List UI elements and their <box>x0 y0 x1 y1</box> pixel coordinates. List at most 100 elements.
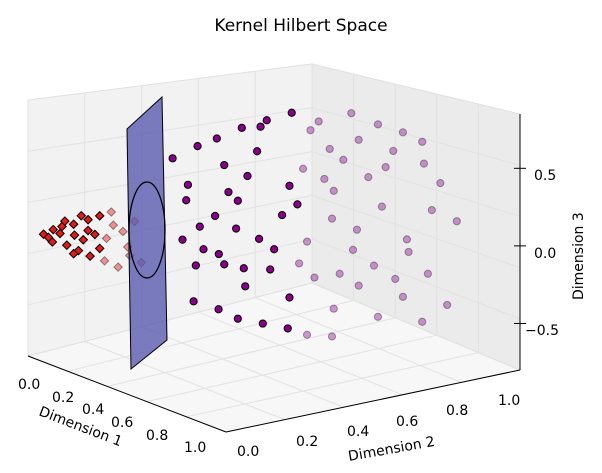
x-axis-ticks: 0.0 0.2 0.4 0.6 0.8 1.0 0.0 0.2 0.4 0.6 … <box>18 168 559 460</box>
purple-circle-point <box>443 300 452 310</box>
z-tick-label: 0.0 <box>534 246 556 262</box>
red-diamond-point <box>43 232 54 243</box>
purple-circle-point <box>364 172 373 182</box>
purple-circle-point <box>256 122 265 131</box>
purple-circle-point <box>266 265 275 274</box>
purple-circle-point <box>314 117 323 126</box>
x-tick-label: 0.8 <box>146 428 168 444</box>
purple-circle-point <box>191 261 200 270</box>
purple-circle-point <box>277 210 287 220</box>
purple-circle-point <box>295 259 304 268</box>
x-tick-label: 0.0 <box>18 377 40 393</box>
red-diamond-point <box>108 220 119 231</box>
purple-circle-point <box>193 142 202 151</box>
red-diamond-point <box>99 255 110 266</box>
purple-circle-point <box>239 264 248 273</box>
purple-circle-point <box>241 282 250 291</box>
purple-circle-point <box>212 134 221 143</box>
purple-circle-point <box>183 180 193 189</box>
purple-circle-point <box>452 217 461 226</box>
gridline <box>311 238 521 320</box>
gridline <box>311 107 521 166</box>
x-tick-label: 0.2 <box>52 390 74 406</box>
red-diamond-point <box>76 210 87 221</box>
red-diamond-point <box>61 240 72 251</box>
purple-circle-point <box>306 126 315 135</box>
purple-circle-point <box>354 135 363 144</box>
purple-circle-point <box>298 164 308 173</box>
purple-circle-point <box>329 186 338 195</box>
purple-series-layer <box>168 108 461 341</box>
purple-circle-point <box>224 187 233 197</box>
y-axis-line <box>225 369 521 433</box>
red-diamond-point <box>113 262 124 273</box>
purple-circle-point <box>270 245 279 254</box>
red-diamond-point <box>68 219 79 230</box>
purple-circle-point <box>391 274 400 284</box>
purple-circle-point <box>377 202 387 211</box>
gridline <box>27 238 313 306</box>
red-diamond-point <box>73 245 84 256</box>
purple-circle-point <box>427 206 436 215</box>
purple-circle-point <box>258 319 267 328</box>
red-diamond-point <box>68 248 79 259</box>
y-tick-label: 0.0 <box>237 444 259 460</box>
purple-circle-point <box>373 312 383 321</box>
separating-plane-layer <box>126 95 168 371</box>
purple-circle-point <box>211 211 220 221</box>
gridline <box>107 317 396 387</box>
purple-circle-point <box>168 154 177 163</box>
purple-circle-point <box>419 159 429 168</box>
gridline <box>311 194 521 269</box>
purple-circle-point <box>436 179 445 188</box>
red-diamond-point <box>118 226 128 237</box>
purple-circle-point <box>243 171 252 181</box>
purple-circle-point <box>255 234 264 243</box>
purple-circle-point <box>182 196 191 205</box>
z-tick-label: −0.5 <box>525 323 559 339</box>
chart-title: Kernel Hilbert Space <box>214 16 388 36</box>
purple-circle-point <box>253 147 262 156</box>
gridline <box>146 334 437 403</box>
purple-circle-point <box>327 214 337 223</box>
red-diamond-point <box>94 243 105 254</box>
separating-ellipse <box>128 181 166 279</box>
z-axis-title: Dimension 3 <box>571 212 587 300</box>
gridline <box>198 311 403 396</box>
purple-circle-point <box>232 224 241 233</box>
gridline <box>27 107 313 152</box>
purple-circle-point <box>320 174 329 184</box>
gridline <box>186 352 479 418</box>
purple-circle-point <box>348 245 358 254</box>
x-tick-label: 0.6 <box>111 415 133 431</box>
purple-circle-point <box>220 260 229 269</box>
gridline <box>255 297 462 383</box>
z-tick-label: 0.5 <box>534 168 556 184</box>
purple-circle-point <box>287 108 296 117</box>
gridline <box>27 151 313 203</box>
red-diamond-point <box>101 233 112 244</box>
purple-circle-point <box>404 247 413 257</box>
purple-circle-point <box>347 109 356 118</box>
purple-circle-point <box>381 163 390 172</box>
purple-circle-point <box>195 222 204 231</box>
purple-circle-point <box>423 269 432 278</box>
purple-circle-point <box>398 128 408 137</box>
purple-circle-point <box>262 116 271 125</box>
purple-circle-point <box>310 273 319 282</box>
purple-circle-point <box>233 314 242 323</box>
purple-circle-point <box>339 155 348 164</box>
purple-circle-point <box>233 196 242 205</box>
red-diamond-point <box>78 234 89 245</box>
red-diamond-point <box>69 230 80 241</box>
purple-circle-point <box>220 160 229 170</box>
purple-circle-point <box>352 225 362 234</box>
purple-circle-point <box>214 249 223 259</box>
purple-circle-point <box>237 123 246 132</box>
purple-circle-point <box>389 146 398 156</box>
purple-circle-point <box>418 317 427 326</box>
purple-circle-point <box>373 120 383 129</box>
gridline <box>67 299 354 372</box>
red-diamond-point <box>59 216 70 227</box>
